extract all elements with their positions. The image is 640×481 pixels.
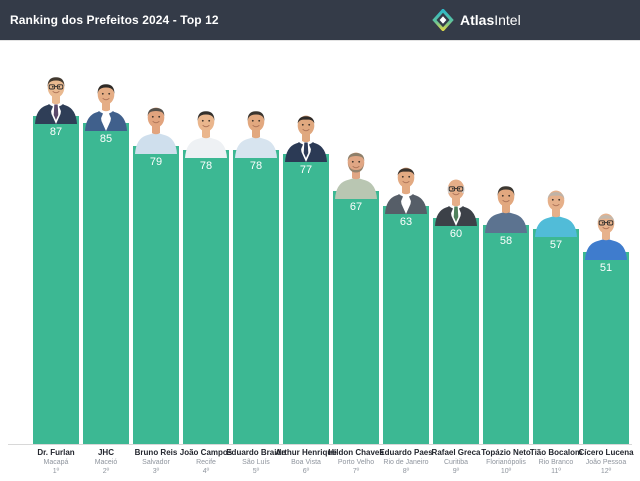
bar-group: 58 Topázio Neto Florianópolis 10º xyxy=(481,41,531,476)
bar-value: 67 xyxy=(349,201,363,213)
bar-value: 78 xyxy=(249,160,263,172)
mayor-rank: 9º xyxy=(452,468,460,476)
mayor-rank: 5º xyxy=(252,468,260,476)
bar-value: 58 xyxy=(499,235,513,247)
bar-value: 87 xyxy=(49,126,63,138)
mayor-name: Topázio Neto xyxy=(481,448,531,457)
bar-group: 79 Bruno Reis Salvador 3º xyxy=(133,41,179,476)
mayor-name: Hildon Chaves xyxy=(328,448,384,457)
mayor-name: Bruno Reis xyxy=(134,448,178,457)
mayor-city: João Pessoa xyxy=(585,459,627,466)
bar: 60 xyxy=(433,218,479,444)
bar-value: 60 xyxy=(449,228,463,240)
bar-group: 87 Dr. Furlan Macapá 1º xyxy=(33,41,79,476)
mayor-photo xyxy=(583,210,629,260)
mayor-city: Salvador xyxy=(142,459,170,466)
bar: 51 xyxy=(583,252,629,444)
mayor-city: Macapá xyxy=(43,459,69,466)
mayor-rank: 2º xyxy=(102,468,110,476)
mayor-name: João Campos xyxy=(179,448,233,457)
mayor-rank: 7º xyxy=(352,468,360,476)
mayor-name: Rafael Greca xyxy=(431,448,481,457)
bar-group: 78 João Campos Recife 4º xyxy=(179,41,233,476)
atlasintel-diamond-icon xyxy=(432,9,454,31)
mayor-name: Eduardo Paes xyxy=(379,448,433,457)
brand-name: AtlasIntel xyxy=(460,12,521,28)
mayor-name: Tião Bocalom xyxy=(529,448,583,457)
bar: 63 xyxy=(383,206,429,444)
mayor-city: São Luís xyxy=(242,459,270,466)
bar: 79 xyxy=(133,146,179,444)
mayor-city: Porto Velho xyxy=(337,459,375,466)
bar-value: 57 xyxy=(549,239,563,251)
mayor-rank: 3º xyxy=(152,468,160,476)
bar-value: 51 xyxy=(599,262,613,274)
bar-group: 60 Rafael Greca Curitiba 9º xyxy=(431,41,481,476)
bar-value: 85 xyxy=(99,133,113,145)
mayor-city: Rio de Janeiro xyxy=(383,459,429,466)
mayor-rank: 6º xyxy=(302,468,310,476)
mayor-photo xyxy=(233,108,279,158)
bar-group: 57 Tião Bocalom Rio Branco 11º xyxy=(529,41,583,476)
mayor-photo xyxy=(83,81,129,131)
mayor-name: Arthur Henrique xyxy=(275,448,337,457)
mayor-photo xyxy=(133,104,179,154)
bar-group: 78 Eduardo Braide São Luís 5º xyxy=(226,41,286,476)
mayor-rank: 12º xyxy=(600,468,612,476)
bar-value: 63 xyxy=(399,216,413,228)
mayor-rank: 4º xyxy=(202,468,210,476)
mayor-photo xyxy=(33,74,79,124)
mayor-photo xyxy=(433,176,479,226)
brand-logo: AtlasIntel xyxy=(432,0,521,40)
mayor-photo xyxy=(533,187,579,237)
bar-group: 85 JHC Maceió 2º xyxy=(83,41,129,476)
bar-value: 78 xyxy=(199,160,213,172)
mayor-rank: 10º xyxy=(500,468,512,476)
bar-value: 77 xyxy=(299,164,313,176)
mayor-photo xyxy=(183,108,229,158)
bar-group: 67 Hildon Chaves Porto Velho 7º xyxy=(328,41,384,476)
bar: 67 xyxy=(333,191,379,444)
bar-columns: 87 Dr. Furlan Macapá 1º 85 JHC Maceió 2º… xyxy=(0,41,640,476)
mayor-city: Maceió xyxy=(94,459,118,466)
mayor-rank: 1º xyxy=(52,468,60,476)
bar: 85 xyxy=(83,123,129,444)
mayor-name: Dr. Furlan xyxy=(37,448,75,457)
mayor-photo xyxy=(483,183,529,233)
bar-value: 79 xyxy=(149,156,163,168)
bar: 87 xyxy=(33,116,79,444)
bar: 58 xyxy=(483,225,529,444)
bar: 57 xyxy=(533,229,579,444)
bar: 78 xyxy=(233,150,279,444)
x-axis-line xyxy=(8,444,632,445)
bar: 78 xyxy=(183,150,229,444)
bar-group: 63 Eduardo Paes Rio de Janeiro 8º xyxy=(379,41,433,476)
mayor-city: Curitiba xyxy=(443,459,469,466)
mayor-city: Rio Branco xyxy=(538,459,574,466)
mayor-name: Cícero Lucena xyxy=(578,448,634,457)
mayor-photo xyxy=(333,149,379,199)
mayor-city: Recife xyxy=(196,459,216,466)
mayor-photo xyxy=(383,164,429,214)
header-bar: Ranking dos Prefeitos 2024 - Top 12 Atla… xyxy=(0,0,640,41)
bar: 77 xyxy=(283,154,329,444)
mayor-name: JHC xyxy=(97,448,114,457)
page-title: Ranking dos Prefeitos 2024 - Top 12 xyxy=(10,13,219,27)
mayor-photo xyxy=(283,112,329,162)
mayor-city: Boa Vista xyxy=(291,459,321,466)
mayor-rank: 11º xyxy=(551,468,561,476)
bar-chart: 87 Dr. Furlan Macapá 1º 85 JHC Maceió 2º… xyxy=(0,41,640,481)
mayor-city: Florianópolis xyxy=(486,459,526,466)
mayor-rank: 8º xyxy=(402,468,410,476)
bar-group: 77 Arthur Henrique Boa Vista 6º xyxy=(275,41,337,476)
bar-group: 51 Cícero Lucena João Pessoa 12º xyxy=(578,41,634,476)
mayor-name: Eduardo Braide xyxy=(226,448,286,457)
